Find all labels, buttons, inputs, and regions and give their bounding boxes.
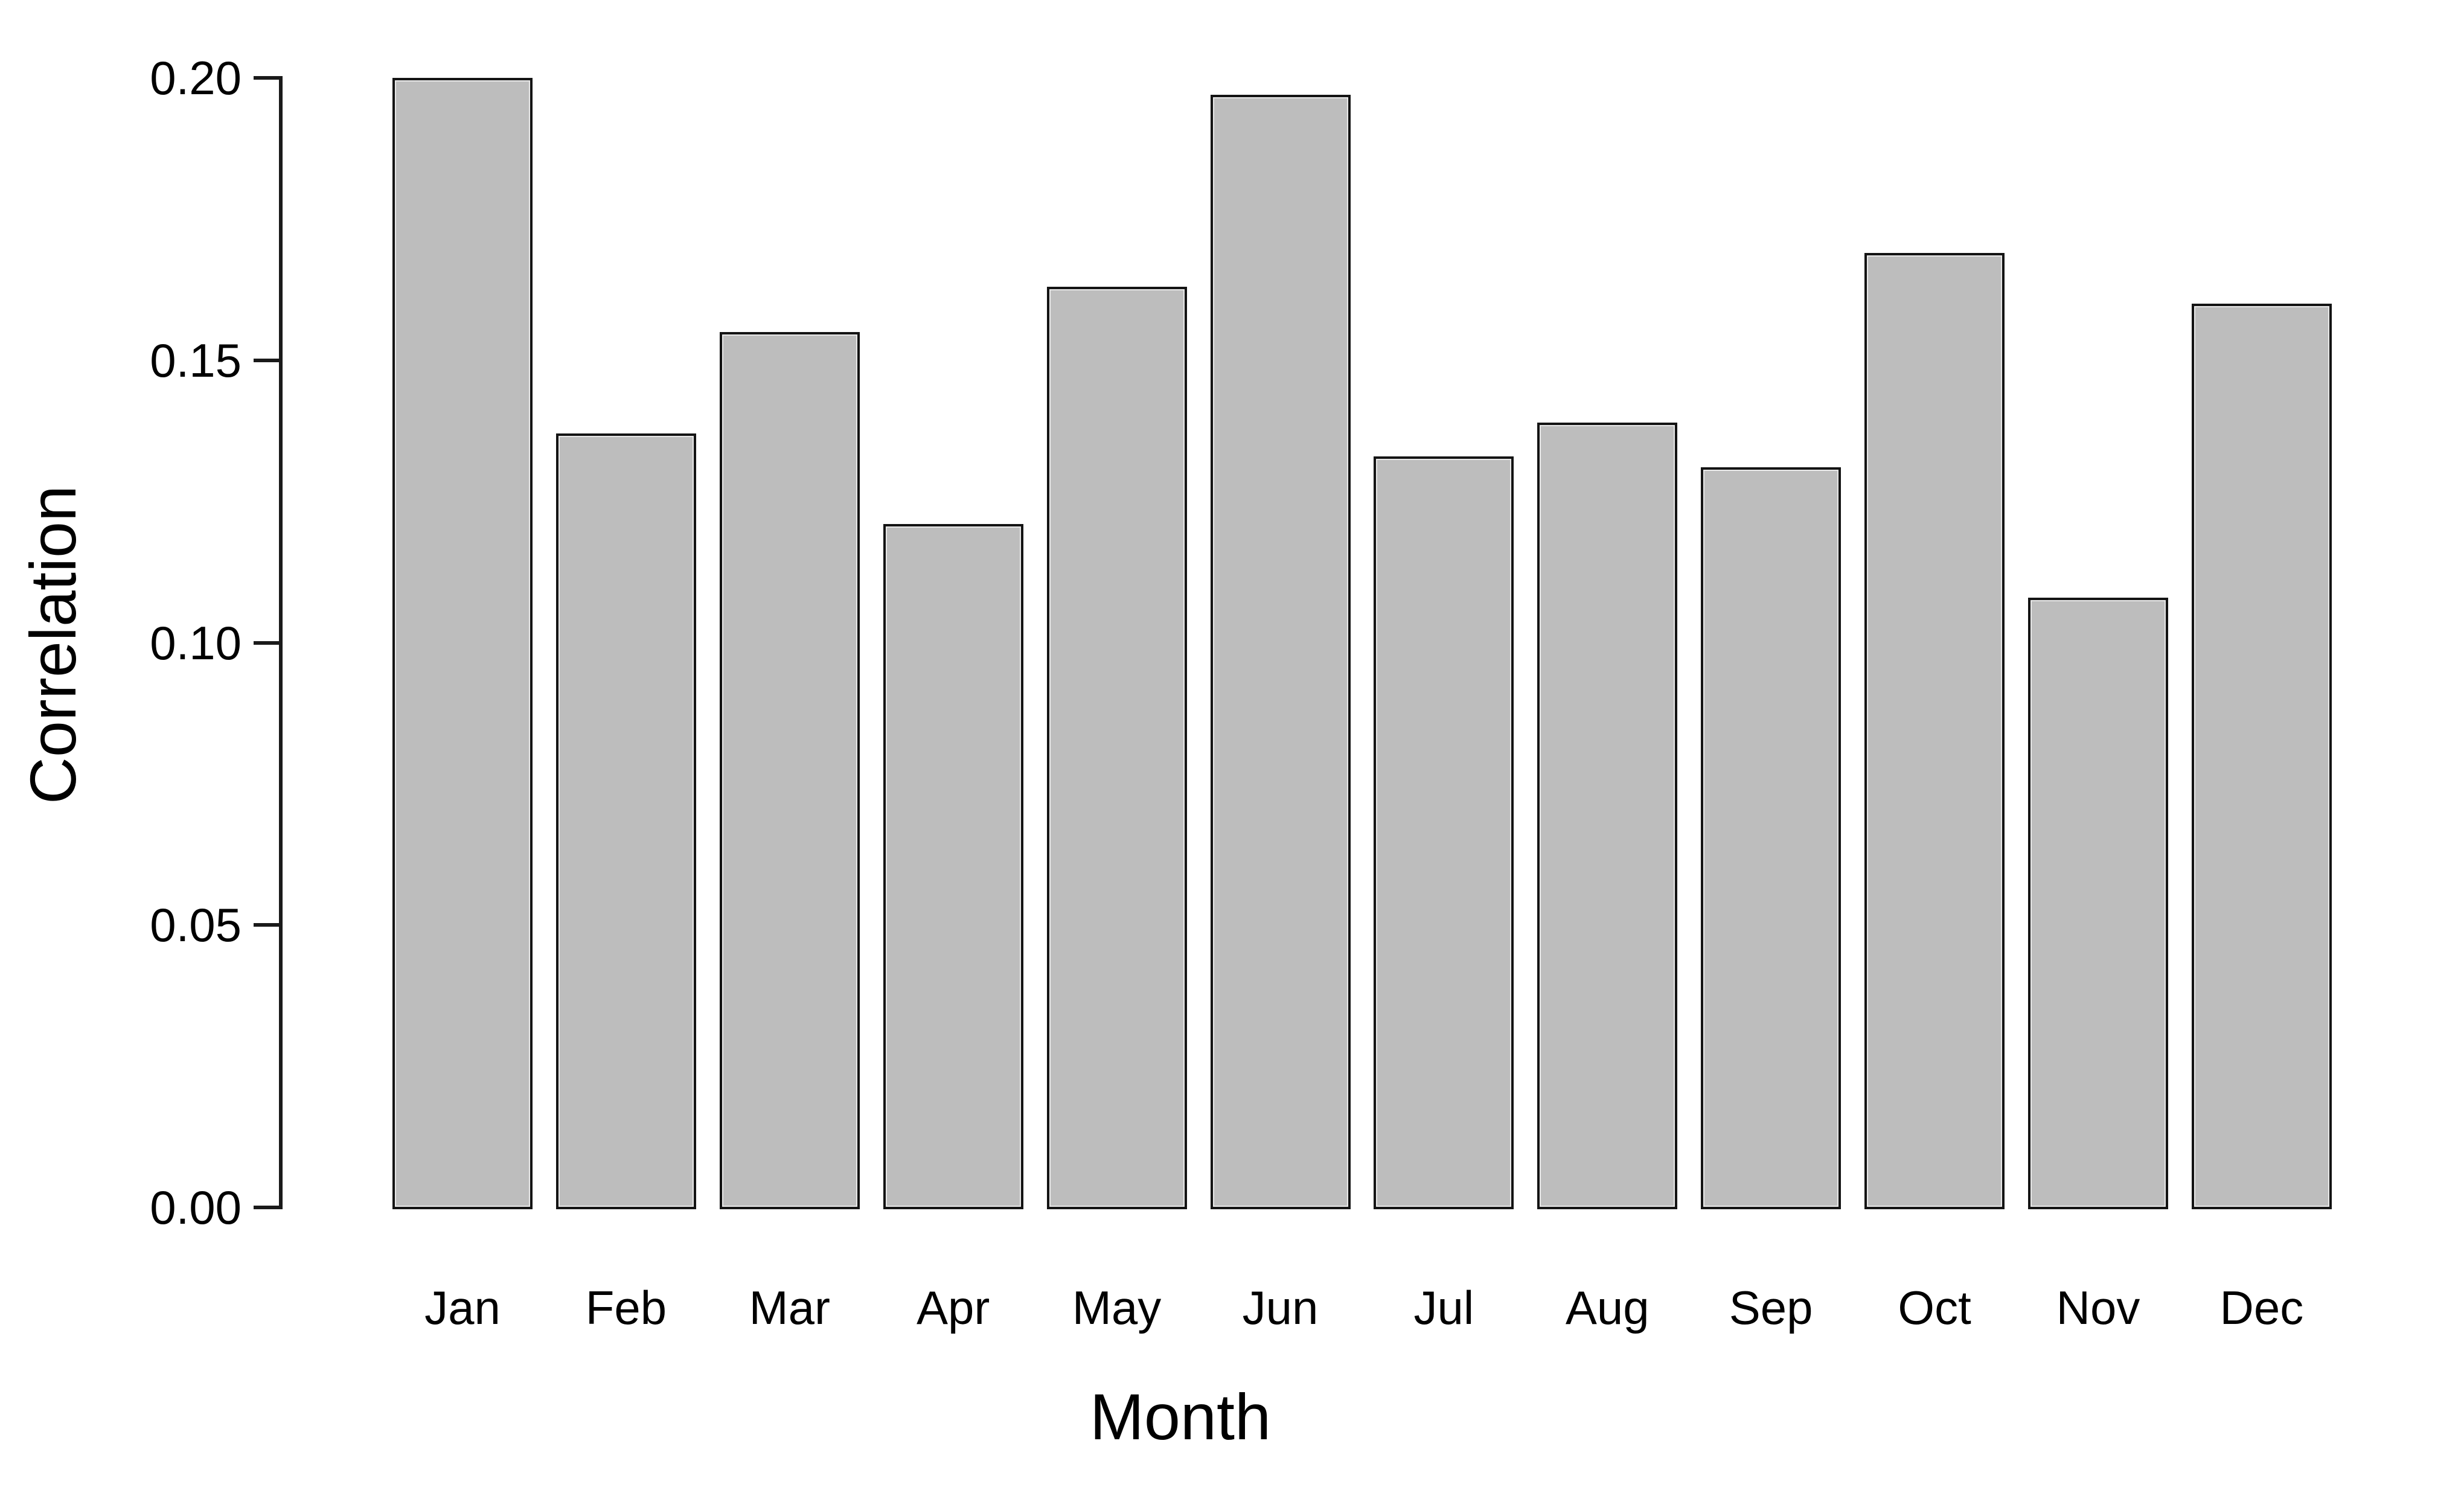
x-axis-title: Month — [1089, 1380, 1272, 1453]
y-tick-mark — [254, 1206, 279, 1209]
x-axis-label-apr: Apr — [916, 1281, 990, 1334]
x-axis-label-sep: Sep — [1729, 1281, 1813, 1334]
x-axis-label-oct: Oct — [1898, 1281, 1971, 1334]
y-tick-mark — [254, 358, 279, 362]
bar-nov — [2028, 597, 2168, 1209]
x-axis-label-may: May — [1072, 1281, 1162, 1334]
y-tick-label: 0.15 — [150, 333, 242, 387]
x-axis-label-jul: Jul — [1413, 1281, 1474, 1334]
bar-feb — [555, 433, 696, 1209]
x-axis-label-jun: Jun — [1242, 1281, 1319, 1334]
bar-aug — [1537, 422, 1678, 1209]
bar-oct — [1864, 253, 2005, 1209]
bar-jul — [1374, 456, 1514, 1209]
x-axis-label-jan: Jan — [424, 1281, 501, 1334]
x-axis-label-feb: Feb — [585, 1281, 667, 1334]
y-axis-line — [279, 76, 283, 1209]
y-tick-mark — [254, 923, 279, 927]
y-tick-label: 0.00 — [150, 1181, 242, 1234]
bar-mar — [719, 331, 860, 1209]
x-axis-label-nov: Nov — [2056, 1281, 2140, 1334]
bar-jun — [1210, 95, 1351, 1209]
y-tick-label: 0.10 — [150, 616, 242, 670]
x-axis-label-dec: Dec — [2219, 1281, 2304, 1334]
y-tick-label: 0.20 — [150, 51, 242, 104]
x-axis-label-mar: Mar — [749, 1281, 830, 1334]
bar-jan — [392, 78, 533, 1209]
y-tick-label: 0.05 — [150, 898, 242, 952]
bar-apr — [883, 524, 1023, 1209]
y-tick-mark — [254, 76, 279, 80]
bar-sep — [1701, 467, 1842, 1209]
bar-may — [1046, 287, 1187, 1209]
x-axis-label-aug: Aug — [1565, 1281, 1650, 1334]
y-tick-mark — [254, 641, 279, 645]
bar-dec — [2191, 304, 2332, 1209]
